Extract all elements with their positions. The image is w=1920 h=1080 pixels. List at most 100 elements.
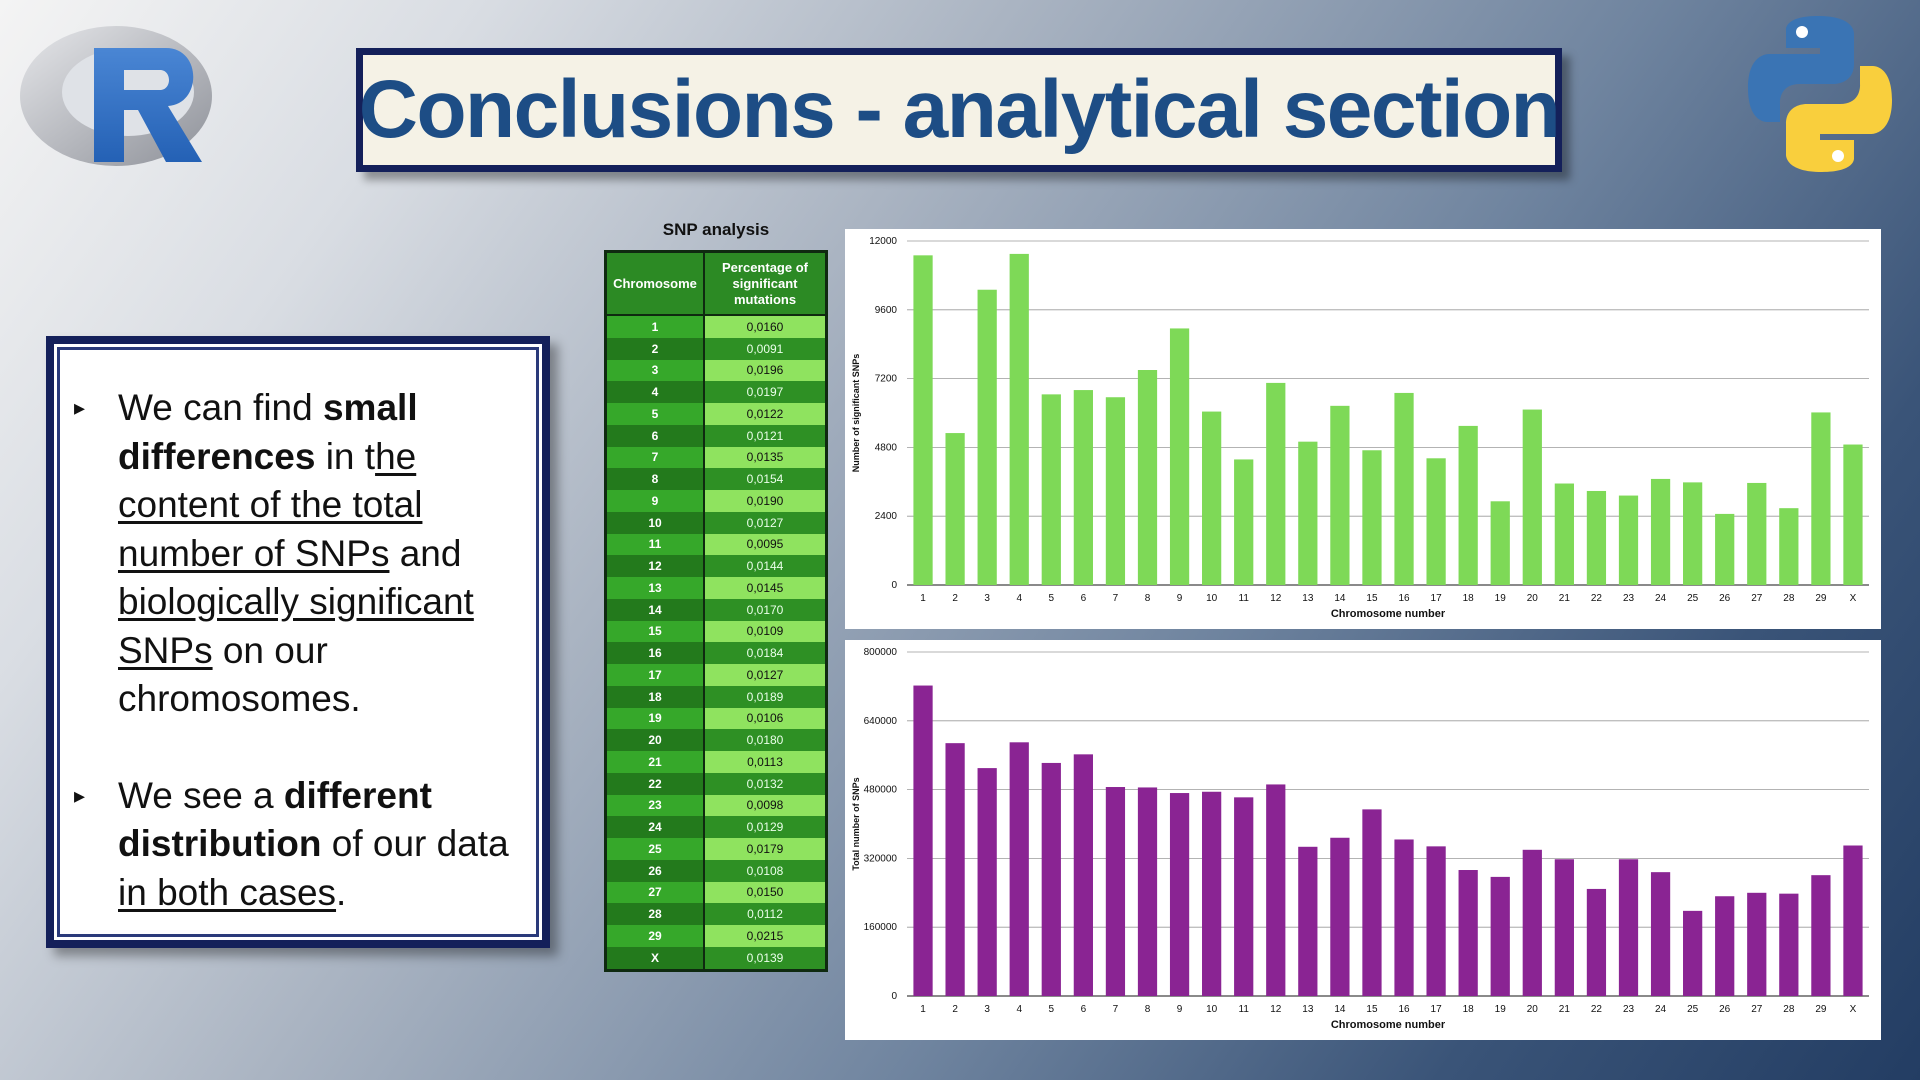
table-row: 19 0,0106 [604,707,828,730]
conclusions-panel: ▸ We can find small differences in the co… [46,336,550,948]
percentage-cell: 0,0150 [703,881,828,904]
bullet-text: of our data [321,823,509,864]
chromosome-cell: 15 [604,620,705,643]
table-row: 8 0,0154 [604,468,828,490]
y-tick-label: 0 [891,991,897,1002]
r-logo [20,26,212,166]
x-tick-label: 26 [1719,1004,1731,1015]
x-tick-label: 20 [1527,593,1539,604]
x-tick-label: 24 [1655,1004,1667,1015]
bullet-text: in t [315,435,376,477]
x-tick-label: 9 [1177,593,1183,604]
percentage-cell: 0,0139 [703,946,828,970]
percentage-cell: 0,0144 [703,555,828,577]
chromosome-cell: 16 [604,642,705,664]
x-tick-label: 23 [1623,1004,1635,1015]
chromosome-cell: 14 [604,598,705,621]
bar [1137,370,1158,585]
bar [1811,412,1831,585]
x-tick-label: X [1850,593,1857,604]
bullet-item: ▸ We can find small differences in the co… [68,384,532,724]
table-row: 2 0,0091 [604,337,828,360]
chromosome-cell: 19 [604,707,705,730]
x-tick-label: 28 [1783,593,1795,604]
x-tick-label: 4 [1016,593,1022,604]
x-tick-label: 27 [1751,1004,1763,1015]
bar [913,685,933,996]
chromosome-cell: 2 [604,337,705,360]
chromosome-cell: 29 [604,925,705,947]
table-row: 16 0,0184 [604,642,828,664]
bar [1586,888,1607,996]
bar [1169,328,1190,585]
y-tick-label: 0 [891,580,897,591]
bar [1298,846,1318,996]
table-row: 21 0,0113 [604,751,828,773]
bar [1073,390,1093,585]
table-row: 17 0,0127 [604,664,828,686]
bar [1362,809,1382,996]
page-title: Conclusions - analytical section [358,64,1561,155]
total-snps-chart: 0 160000 320000 480000 640000 800000 1 2 3 4 5 6 7 8 9… [845,640,1881,1040]
bullet-text: . [336,871,347,913]
bar [1266,784,1286,996]
bar [1586,490,1607,585]
x-tick-label: 17 [1431,593,1443,604]
x-tick-label: X [1850,1004,1857,1015]
x-tick-label: 12 [1270,1004,1282,1015]
bullet-text: We can find [118,387,323,428]
bar [1041,394,1061,585]
table-row: 5 0,0122 [604,403,828,425]
table-row: 28 0,0112 [604,903,828,925]
x-tick-label: 3 [984,593,990,604]
percentage-cell: 0,0145 [703,577,828,599]
percentage-cell: 0,0132 [703,772,828,795]
y-tick-label: 480000 [864,785,898,796]
x-tick-label: 24 [1655,593,1667,604]
table-row: 11 0,0095 [604,533,828,556]
percentage-cell: 0,0127 [703,511,828,534]
percentage-cell: 0,0170 [703,598,828,621]
x-tick-label: 22 [1591,1004,1603,1015]
table-row: 24 0,0129 [604,816,828,838]
table-row: 10 0,0127 [604,511,828,534]
table-row: 23 0,0098 [604,794,828,817]
x-tick-label: 5 [1049,1004,1055,1015]
bullet-text: he content of the total number of SNPs [118,435,423,574]
table-row: 3 0,0196 [604,359,828,382]
table-row: 12 0,0144 [604,555,828,577]
table-row: 26 0,0108 [604,859,828,882]
table-row: 13 0,0145 [604,577,828,599]
percentage-cell: 0,0190 [703,490,828,512]
chromosome-cell: 13 [604,577,705,599]
bullet-text: different distribution [118,774,432,865]
bar [1330,837,1350,996]
bar [1747,892,1767,996]
table-body: 1 0,0160 2 0,0091 3 0,0196 4 0,0197 5 0,0122 6 0,01… [604,315,828,970]
percentage-cell: 0,0196 [703,359,828,382]
y-tick-label: 320000 [864,853,898,864]
percentage-cell: 0,0129 [703,816,828,838]
bar [1266,382,1286,585]
x-tick-label: 7 [1113,593,1119,604]
title-box: Conclusions - analytical section [356,48,1562,172]
chromosome-cell: 25 [604,838,705,860]
bar [1811,875,1831,996]
chromosome-cell: 6 [604,424,705,447]
table-row: 18 0,0189 [604,685,828,708]
x-tick-label: 8 [1145,1004,1151,1015]
x-tick-label: 11 [1239,1004,1250,1015]
chromosome-cell: 3 [604,359,705,382]
chromosome-cell: 20 [604,729,705,751]
table-row: 14 0,0170 [604,598,828,621]
chromosome-cell: 11 [604,533,705,556]
bar [1394,839,1414,996]
bar [1715,513,1735,585]
x-tick-label: 14 [1334,1004,1346,1015]
x-tick-label: 15 [1366,593,1378,604]
x-tick-label: 25 [1687,1004,1699,1015]
snp-table: Chromosome Percentage of significant mut… [604,250,828,972]
percentage-cell: 0,0091 [703,337,828,360]
x-tick-label: 25 [1687,593,1699,604]
